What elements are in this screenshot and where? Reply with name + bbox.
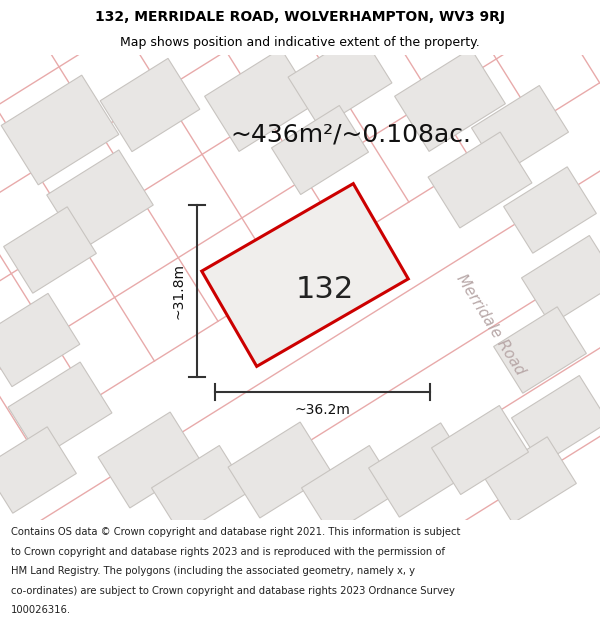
Polygon shape	[302, 446, 398, 534]
Polygon shape	[47, 150, 153, 250]
Text: ~31.8m: ~31.8m	[172, 263, 186, 319]
Polygon shape	[0, 293, 80, 387]
Polygon shape	[431, 406, 529, 494]
Polygon shape	[472, 86, 568, 174]
Polygon shape	[288, 32, 392, 128]
Text: Map shows position and indicative extent of the property.: Map shows position and indicative extent…	[120, 36, 480, 49]
Polygon shape	[272, 106, 368, 194]
Polygon shape	[521, 236, 600, 324]
Text: 132, MERRIDALE ROAD, WOLVERHAMPTON, WV3 9RJ: 132, MERRIDALE ROAD, WOLVERHAMPTON, WV3 …	[95, 10, 505, 24]
Polygon shape	[0, 427, 76, 513]
Polygon shape	[512, 376, 600, 464]
Polygon shape	[368, 423, 472, 517]
Polygon shape	[4, 207, 97, 293]
Polygon shape	[100, 58, 200, 152]
Text: co-ordinates) are subject to Crown copyright and database rights 2023 Ordnance S: co-ordinates) are subject to Crown copyr…	[11, 586, 455, 596]
Text: ~436m²/~0.108ac.: ~436m²/~0.108ac.	[230, 123, 471, 147]
Polygon shape	[152, 446, 248, 534]
Polygon shape	[202, 184, 408, 366]
Text: HM Land Registry. The polygons (including the associated geometry, namely x, y: HM Land Registry. The polygons (includin…	[11, 566, 415, 576]
Polygon shape	[484, 437, 577, 523]
Text: 132: 132	[296, 276, 354, 304]
Polygon shape	[205, 49, 316, 151]
Polygon shape	[395, 49, 505, 151]
Polygon shape	[8, 362, 112, 458]
Polygon shape	[1, 75, 119, 185]
Text: Contains OS data © Crown copyright and database right 2021. This information is : Contains OS data © Crown copyright and d…	[11, 528, 460, 538]
Polygon shape	[428, 132, 532, 228]
Polygon shape	[98, 412, 202, 508]
Text: to Crown copyright and database rights 2023 and is reproduced with the permissio: to Crown copyright and database rights 2…	[11, 547, 445, 557]
Polygon shape	[228, 422, 332, 518]
Polygon shape	[503, 167, 596, 253]
Text: Merridale Road: Merridale Road	[453, 272, 527, 378]
Text: 100026316.: 100026316.	[11, 605, 71, 615]
Text: ~36.2m: ~36.2m	[295, 403, 350, 417]
Polygon shape	[494, 307, 586, 393]
